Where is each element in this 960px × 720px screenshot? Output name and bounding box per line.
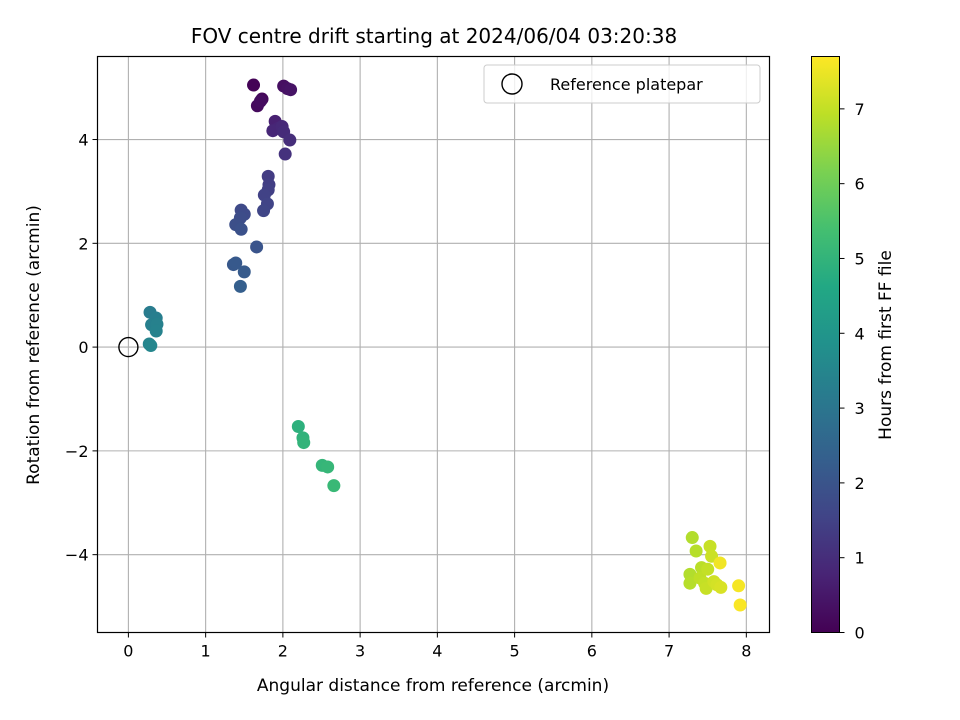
x-tick-label: 0 bbox=[123, 642, 133, 661]
y-axis-label: Rotation from reference (arcmin) bbox=[24, 205, 44, 485]
reference-platepar-marker bbox=[118, 336, 139, 358]
data-point bbox=[250, 240, 264, 254]
data-point bbox=[234, 222, 248, 236]
data-point bbox=[703, 539, 717, 553]
data-point bbox=[685, 531, 699, 545]
data-point bbox=[229, 256, 243, 270]
data-point bbox=[283, 133, 297, 147]
y-tick-label: 0 bbox=[78, 338, 88, 357]
legend-marker-open-circle bbox=[501, 73, 523, 95]
colorbar-label: Hours from first FF file bbox=[876, 250, 896, 440]
reference-point-layer bbox=[118, 336, 139, 358]
y-axis-ticks: −4 −2 0 2 4 bbox=[65, 131, 98, 565]
data-point bbox=[253, 94, 267, 108]
x-tick-label: 3 bbox=[355, 642, 365, 661]
x-axis-ticks: 0 1 2 3 4 5 6 7 8 bbox=[123, 632, 751, 661]
x-tick-label: 6 bbox=[587, 642, 597, 661]
data-point bbox=[714, 580, 728, 594]
legend: Reference platepar bbox=[483, 64, 761, 104]
data-point bbox=[689, 544, 703, 558]
data-point bbox=[291, 419, 305, 433]
colorbar-tick-label: 0 bbox=[855, 624, 865, 643]
data-point bbox=[233, 279, 247, 293]
x-tick-label: 1 bbox=[201, 642, 211, 661]
data-point bbox=[297, 436, 311, 450]
colorbar-tick-label: 2 bbox=[855, 474, 865, 493]
data-point bbox=[732, 579, 746, 593]
data-point bbox=[278, 147, 292, 161]
data-point bbox=[284, 83, 298, 97]
data-point bbox=[257, 204, 271, 218]
data-point bbox=[149, 324, 163, 338]
x-tick-label: 7 bbox=[664, 642, 674, 661]
colorbar-tick-label: 5 bbox=[855, 249, 865, 268]
colorbar-ticks: 0 1 2 3 4 5 6 7 bbox=[839, 100, 865, 643]
data-point bbox=[683, 576, 697, 590]
data-point bbox=[321, 460, 335, 474]
scatter-points bbox=[142, 78, 747, 612]
data-point bbox=[701, 562, 715, 576]
data-point bbox=[144, 339, 158, 353]
data-point bbox=[247, 78, 261, 92]
data-point bbox=[327, 479, 341, 493]
y-tick-label: −2 bbox=[65, 442, 89, 461]
colorbar-tick-label: 1 bbox=[855, 549, 865, 568]
x-tick-label: 8 bbox=[741, 642, 751, 661]
chart-title: FOV centre drift starting at 2024/06/04 … bbox=[191, 24, 677, 48]
colorbar-tick-label: 4 bbox=[855, 324, 865, 343]
y-tick-label: 2 bbox=[78, 234, 88, 253]
x-axis-label: Angular distance from reference (arcmin) bbox=[257, 676, 609, 696]
colorbar: 0 1 2 3 4 5 6 7 Hours from first FF file bbox=[811, 56, 896, 643]
y-tick-label: 4 bbox=[78, 131, 88, 150]
colorbar-tick-label: 3 bbox=[855, 399, 865, 418]
x-tick-label: 5 bbox=[510, 642, 520, 661]
y-tick-label: −4 bbox=[65, 546, 89, 565]
colorbar-tick-label: 6 bbox=[855, 175, 865, 194]
x-tick-label: 4 bbox=[432, 642, 442, 661]
plot-frame bbox=[96, 55, 771, 634]
data-point bbox=[237, 265, 251, 279]
colorbar-gradient bbox=[811, 56, 840, 633]
data-point bbox=[713, 556, 727, 570]
data-point bbox=[733, 598, 747, 612]
x-tick-label: 2 bbox=[278, 642, 288, 661]
legend-box bbox=[483, 64, 761, 104]
legend-entry-label: Reference platepar bbox=[550, 75, 703, 94]
colorbar-tick-label: 7 bbox=[855, 100, 865, 119]
